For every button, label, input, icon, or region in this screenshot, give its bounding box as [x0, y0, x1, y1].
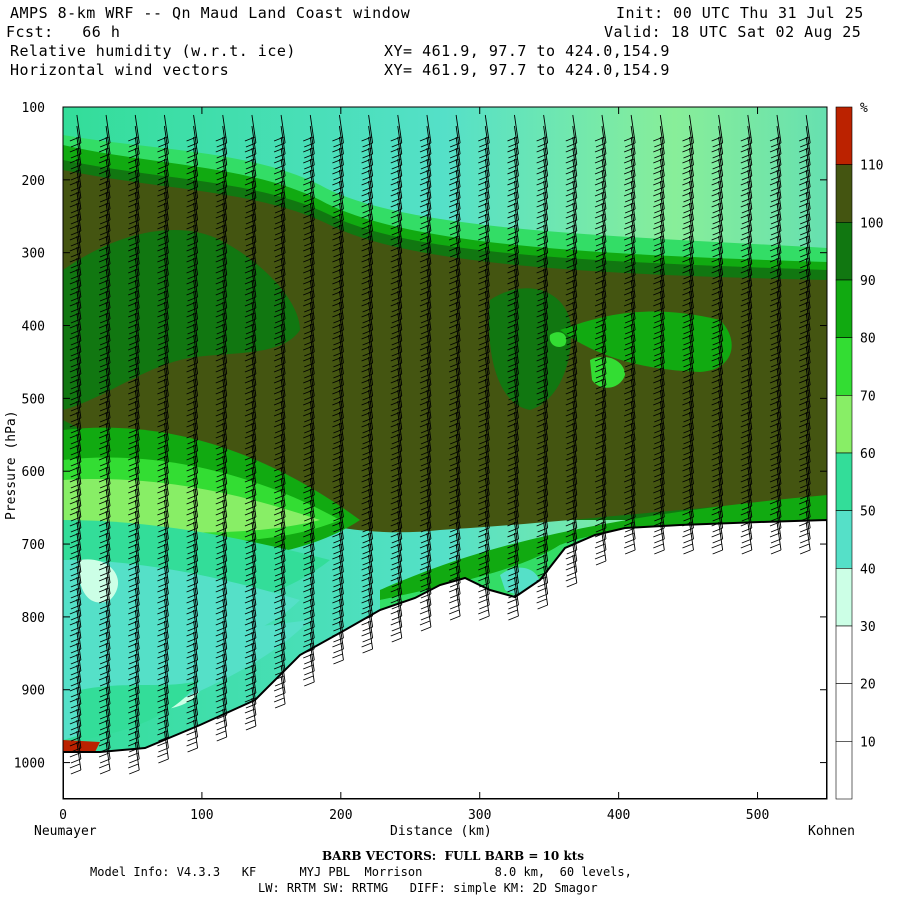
colorbar-swatch — [835, 625, 853, 684]
x-tick-label: 500 — [746, 808, 769, 823]
colorbar-swatch — [835, 222, 853, 281]
colorbar: 10 20 30 40 50 60 70 80 90 100 110% — [835, 101, 883, 800]
colorbar-swatch — [835, 106, 853, 165]
wind-barb — [623, 521, 636, 555]
xy-range-1: XY= 461.9, 97.7 to 424.0,154.9 — [384, 42, 670, 60]
plot-title: AMPS 8-km WRF -- Qn Maud Land Coast wind… — [10, 4, 411, 22]
colorbar-swatch — [835, 510, 853, 569]
xy-range-2: XY= 461.9, 97.7 to 424.0,154.9 — [384, 61, 670, 79]
wind-barb — [536, 576, 549, 610]
plot-frame — [62, 106, 828, 800]
wind-barb — [215, 708, 228, 742]
field-name-wind: Horizontal wind vectors — [10, 61, 230, 79]
init-time: Init: 00 UTC Thu 31 Jul 25 — [616, 4, 864, 22]
wind-barb — [128, 741, 140, 775]
colorbar-swatch — [835, 279, 853, 338]
colorbar-swatch — [835, 395, 853, 454]
y-tick-label: 400 — [22, 320, 45, 335]
wind-barb — [419, 598, 432, 632]
wind-barb — [740, 521, 753, 555]
colorbar-swatch — [835, 741, 853, 800]
colorbar-label: 40 — [860, 562, 876, 577]
y-tick-label: 500 — [22, 392, 45, 407]
colorbar-unit: % — [860, 101, 868, 116]
x-axis: 0 100 200 300 400 500 — [59, 107, 769, 823]
colorbar-label: 20 — [860, 678, 876, 693]
colorbar-swatch — [835, 164, 853, 223]
colorbar-swatch — [835, 683, 853, 742]
x-tick-label: 300 — [468, 808, 491, 823]
colorbar-swatch — [835, 568, 853, 627]
wind-barb — [186, 719, 199, 753]
colorbar-label: 90 — [860, 274, 876, 289]
wind-barb — [769, 521, 782, 555]
x-right-station: Kohnen — [808, 824, 855, 839]
wind-barb — [565, 554, 578, 588]
model-info-line2: LW: RRTM SW: RRTMG DIFF: simple KM: 2D S… — [258, 881, 598, 895]
forecast-hour: Fcst: 66 h — [6, 23, 121, 41]
x-axis-label: Distance (km) — [390, 824, 492, 839]
field-name-rh: Relative humidity (w.r.t. ice) — [10, 42, 296, 60]
wind-barb — [98, 741, 111, 775]
x-left-station: Neumayer — [34, 824, 97, 839]
wind-barb — [682, 521, 694, 555]
x-tick-label: 200 — [329, 808, 352, 823]
x-tick-label: 100 — [190, 808, 213, 823]
wind-barb — [69, 741, 82, 775]
wind-barb — [332, 631, 344, 665]
colorbar-swatch — [835, 452, 853, 511]
wind-barb — [157, 730, 169, 764]
colorbar-label: 110 — [860, 159, 883, 174]
wind-barb — [244, 697, 257, 731]
wind-barb — [507, 587, 519, 621]
y-tick-label: 300 — [22, 247, 45, 262]
colorbar-label: 70 — [860, 389, 876, 404]
wind-barbs — [69, 114, 811, 775]
colorbar-label: 60 — [860, 447, 876, 462]
colorbar-label: 50 — [860, 505, 876, 520]
y-tick-label: 600 — [22, 465, 45, 480]
y-tick-label: 700 — [22, 538, 45, 553]
wind-barb — [273, 675, 286, 709]
valid-time: Valid: 18 UTC Sat 02 Aug 25 — [604, 23, 862, 41]
y-tick-label: 900 — [22, 684, 45, 699]
wind-barb — [594, 532, 607, 566]
rh-field — [63, 107, 827, 799]
wind-barb — [361, 620, 374, 654]
x-tick-label: 400 — [607, 808, 630, 823]
wind-barb — [478, 587, 490, 621]
colorbar-label: 30 — [860, 620, 876, 635]
wind-barb — [711, 521, 724, 555]
colorbar-swatch — [835, 337, 853, 396]
wind-barb — [303, 653, 315, 687]
y-tick-label: 800 — [22, 611, 45, 626]
barb-legend: BARB VECTORS: FULL BARB = 10 kts — [322, 849, 585, 863]
wind-barb — [653, 521, 665, 555]
y-tick-label: 200 — [22, 174, 45, 189]
y-axis-label: Pressure (hPa) — [4, 410, 19, 520]
colorbar-label: 80 — [860, 332, 876, 347]
colorbar-label: 10 — [860, 735, 876, 750]
wind-barb — [798, 521, 811, 555]
wind-barb — [448, 587, 461, 621]
y-tick-label: 100 — [22, 101, 45, 116]
model-info-line1: Model Info: V4.3.3 KF MYJ PBL Morrison 8… — [90, 865, 632, 879]
y-tick-label: 1000 — [14, 757, 45, 772]
colorbar-label: 100 — [860, 216, 883, 231]
x-tick-label: 0 — [59, 808, 67, 823]
wind-barb — [390, 609, 403, 643]
y-axis: 100 200 300 400 500 600 700 800 900 1000 — [14, 101, 827, 772]
